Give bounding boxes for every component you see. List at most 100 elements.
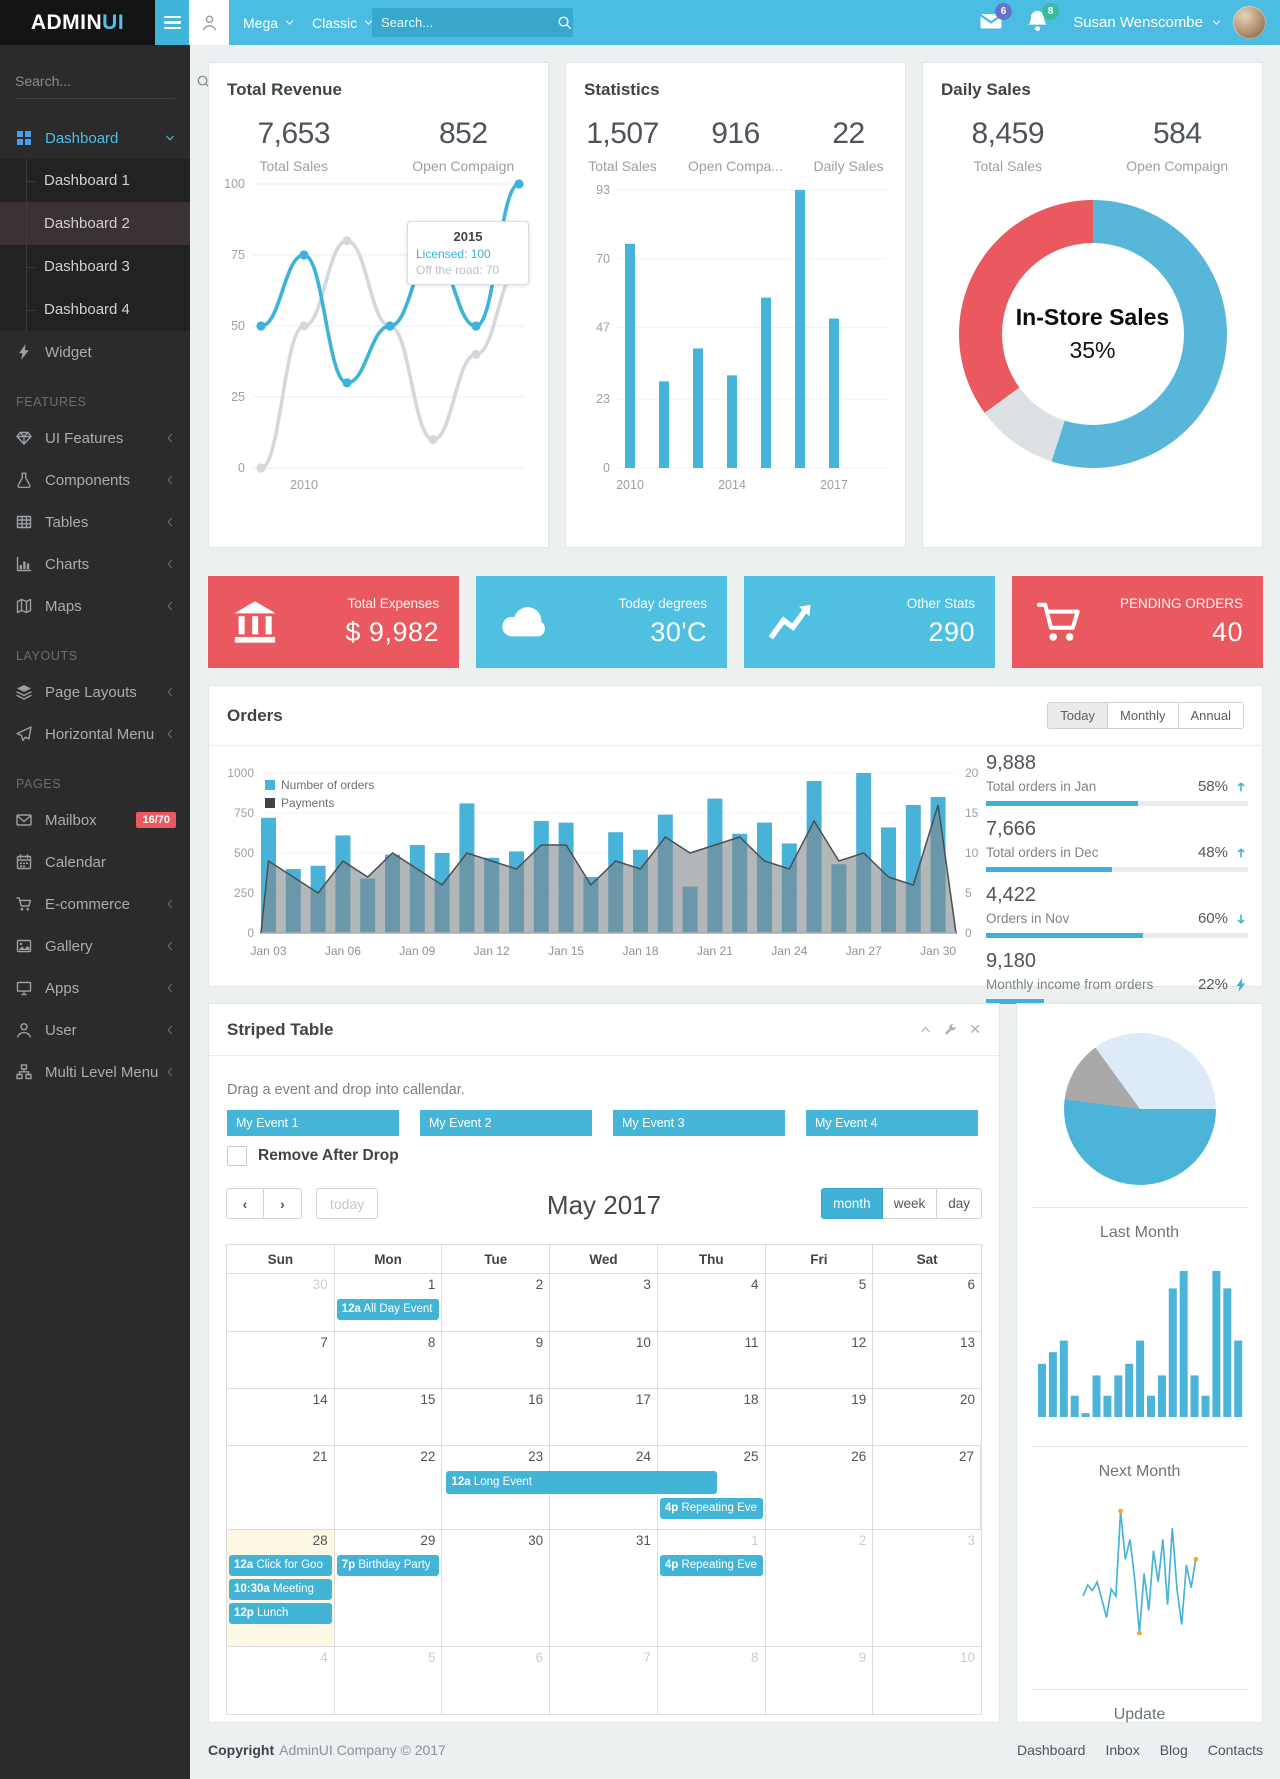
messages-button[interactable]: 6 [979, 3, 1012, 35]
calendar-day-cell[interactable]: 15 [334, 1388, 443, 1445]
calendar-day-cell[interactable]: 10 [550, 1331, 658, 1388]
hamburger-menu-icon[interactable] [155, 0, 189, 45]
sidebar-item-multi-level-menu[interactable]: Multi Level Menu [0, 1051, 190, 1093]
calendar-view-day[interactable]: day [937, 1188, 982, 1219]
calendar-day-cell[interactable]: 30 [227, 1273, 335, 1331]
calendar-day-cell[interactable]: 5 [334, 1646, 443, 1714]
calendar-day-cell[interactable]: 2 [442, 1273, 551, 1331]
calendar-day-cell[interactable]: 5 [765, 1273, 874, 1331]
calendar-view-week[interactable]: week [882, 1188, 938, 1219]
calendar-next-button[interactable]: › [264, 1188, 302, 1219]
sidebar-item-gallery[interactable]: Gallery [0, 925, 190, 967]
calendar-day-cell[interactable]: 9 [442, 1331, 551, 1388]
orders-button-monthly[interactable]: Monthly [1106, 703, 1178, 728]
draggable-event-pill[interactable]: My Event 2 [420, 1110, 592, 1136]
sidebar-item-user[interactable]: User [0, 1009, 190, 1051]
remove-after-drop-checkbox[interactable] [227, 1146, 247, 1166]
calendar-view-month[interactable]: month [821, 1188, 883, 1219]
close-icon[interactable]: ✕ [969, 1021, 981, 1037]
calendar-day-cell[interactable]: 28 12a Click for Goo 10:30a Meeting 12p Lun… [227, 1529, 335, 1646]
sidebar-search-input[interactable] [15, 73, 196, 89]
search-icon[interactable] [557, 15, 572, 30]
calendar-day-cell[interactable]: 3 [550, 1273, 658, 1331]
sidebar-item-charts[interactable]: Charts [0, 543, 190, 585]
calendar-day-cell[interactable]: 8 [657, 1646, 766, 1714]
navbar-search-input[interactable] [381, 15, 557, 30]
calendar-today-button[interactable]: today [316, 1188, 379, 1219]
notifications-button[interactable]: 8 [1026, 3, 1059, 35]
calendar-event[interactable]: 4p Repeating Eve [659, 1555, 763, 1576]
calendar-day-cell[interactable]: 1 4p Repeating Eve [657, 1529, 766, 1646]
calendar-day-cell[interactable]: 25 4p Repeating Eve [657, 1445, 766, 1529]
calendar-long-event[interactable]: 12a Long Event [446, 1471, 718, 1494]
footer-link-contacts[interactable]: Contacts [1207, 1742, 1263, 1758]
calendar-day-cell[interactable]: 6 [873, 1273, 981, 1331]
sidebar-item-components[interactable]: Components [0, 459, 190, 501]
calendar-event[interactable]: 10:30a Meeting [229, 1579, 332, 1600]
draggable-event-pill[interactable]: My Event 3 [613, 1110, 785, 1136]
calendar-day-cell[interactable]: 7 [227, 1331, 335, 1388]
sidebar-item-maps[interactable]: Maps [0, 585, 190, 627]
sidebar-item-tables[interactable]: Tables [0, 501, 190, 543]
sidebar-item-horizontal-menu[interactable]: Horizontal Menu [0, 713, 190, 755]
calendar-day-cell[interactable]: 22 [334, 1445, 443, 1529]
calendar-day-cell[interactable]: 13 [873, 1331, 981, 1388]
calendar-day-cell[interactable]: 29 7p Birthday Party [334, 1529, 443, 1646]
calendar-event[interactable]: 12p Lunch [229, 1603, 332, 1624]
user-menu[interactable]: Susan Wenscombe [1073, 0, 1222, 45]
calendar-day-cell[interactable]: 4 [657, 1273, 766, 1331]
nav-mega-dropdown[interactable]: Mega [243, 0, 295, 45]
calendar-day-cell[interactable]: 17 [550, 1388, 658, 1445]
calendar-prev-button[interactable]: ‹ [226, 1188, 264, 1219]
calendar-day-cell[interactable]: 10 [873, 1646, 981, 1714]
calendar-day-cell[interactable]: 1 12a All Day Event [334, 1273, 443, 1331]
calendar-event[interactable]: 7p Birthday Party [336, 1555, 440, 1576]
calendar-day-cell[interactable]: 26 [765, 1445, 874, 1529]
footer-link-dashboard[interactable]: Dashboard [1016, 1742, 1086, 1758]
draggable-event-pill[interactable]: My Event 1 [227, 1110, 399, 1136]
calendar-day-cell[interactable]: 8 [334, 1331, 443, 1388]
calendar-day-cell[interactable]: 20 [873, 1388, 981, 1445]
calendar-day-cell[interactable]: 3 [873, 1529, 981, 1646]
nav-classic-dropdown[interactable]: Classic [312, 0, 374, 45]
calendar-day-cell[interactable]: 14 [227, 1388, 335, 1445]
avatar[interactable] [1233, 6, 1266, 39]
calendar-day-cell[interactable]: 2 [765, 1529, 874, 1646]
tile-pending-orders[interactable]: PENDING ORDERS 40 [1012, 576, 1263, 668]
sidebar-item-dashboard-1[interactable]: Dashboard 1 [0, 159, 190, 202]
footer-link-blog[interactable]: Blog [1159, 1742, 1188, 1758]
calendar-event[interactable]: 12a All Day Event [336, 1299, 440, 1320]
sidebar-item-page-layouts[interactable]: Page Layouts [0, 671, 190, 713]
tile-other-stats[interactable]: Other Stats 290 [744, 576, 995, 668]
sidebar-item-apps[interactable]: Apps [0, 967, 190, 1009]
sidebar-item-calendar[interactable]: Calendar [0, 841, 190, 883]
calendar-day-cell[interactable]: 9 [765, 1646, 874, 1714]
sidebar-item-dashboard-4[interactable]: Dashboard 4 [0, 288, 190, 331]
calendar-day-cell[interactable]: 27 [873, 1445, 981, 1529]
tab-user[interactable] [189, 0, 229, 45]
calendar-day-cell[interactable]: 6 [442, 1646, 551, 1714]
footer-link-inbox[interactable]: Inbox [1105, 1742, 1140, 1758]
draggable-event-pill[interactable]: My Event 4 [806, 1110, 978, 1136]
sidebar-item-mailbox[interactable]: Mailbox 16/70 [0, 799, 190, 841]
calendar-event[interactable]: 4p Repeating Eve [659, 1498, 763, 1519]
sidebar-item-ui-features[interactable]: UI Features [0, 417, 190, 459]
calendar-day-cell[interactable]: 21 [227, 1445, 335, 1529]
calendar-event[interactable]: 12a Click for Goo [229, 1555, 332, 1576]
calendar-day-cell[interactable]: 18 [657, 1388, 766, 1445]
calendar-day-cell[interactable]: 4 [227, 1646, 335, 1714]
brand-logo[interactable]: ADMIN UI [0, 0, 155, 45]
calendar-day-cell[interactable]: 30 [442, 1529, 551, 1646]
sidebar-item-dashboard-3[interactable]: Dashboard 3 [0, 245, 190, 288]
wrench-icon[interactable] [944, 1021, 957, 1038]
tile-total-expenses[interactable]: Total Expenses $ 9,982 [208, 576, 459, 668]
sidebar-item-e-commerce[interactable]: E-commerce [0, 883, 190, 925]
sidebar-item-dashboard[interactable]: Dashboard [0, 117, 190, 159]
calendar-day-cell[interactable]: 7 [550, 1646, 658, 1714]
sidebar-item-dashboard-2[interactable]: Dashboard 2 [0, 202, 190, 245]
calendar-day-cell[interactable]: 11 [657, 1331, 766, 1388]
collapse-icon[interactable] [919, 1021, 932, 1038]
calendar-day-cell[interactable]: 31 [550, 1529, 658, 1646]
orders-button-today[interactable]: Today [1048, 703, 1107, 728]
calendar-day-cell[interactable]: 16 [442, 1388, 551, 1445]
